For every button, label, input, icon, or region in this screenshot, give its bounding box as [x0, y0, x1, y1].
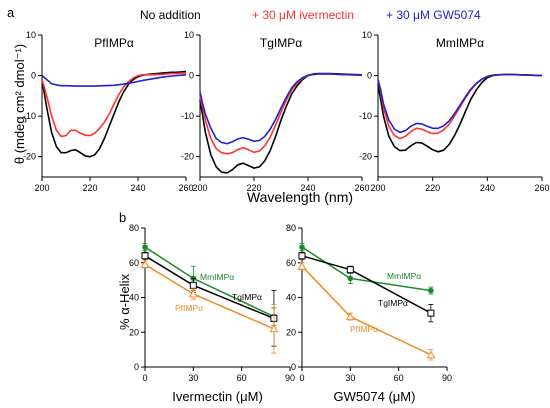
- x-tick-label: 60: [394, 373, 404, 383]
- x-tick-label: 30: [345, 373, 355, 383]
- y-tick-label: -20: [23, 152, 36, 162]
- series-line-30-m-gw5074: [377, 73, 543, 134]
- y-tick-label: 40: [286, 293, 296, 303]
- series-label-pfimp: PfIMPα: [175, 303, 203, 313]
- legend-gw5074: + 30 μM GW5074: [386, 8, 481, 22]
- y-tick-label: 20: [286, 327, 296, 337]
- data-point: [297, 261, 307, 270]
- data-point: [189, 281, 197, 289]
- chart-title: PfIMPα: [94, 36, 134, 50]
- x-tick-label: 90: [285, 373, 295, 383]
- y-tick-label: 20: [129, 327, 139, 337]
- x-tick-label: 240: [300, 183, 315, 193]
- y-tick-label: 40: [129, 293, 139, 303]
- panel-b-label: b: [119, 210, 126, 225]
- y-tick-label: -20: [181, 152, 194, 162]
- y-tick-label: 80: [129, 223, 139, 233]
- series-line-30-m-gw5074: [41, 74, 187, 87]
- y-tick-label: 0: [134, 362, 139, 372]
- x-tick-label: 240: [130, 183, 145, 193]
- x-tick-label: 30: [188, 373, 198, 383]
- y-tick-label: 10: [362, 30, 372, 40]
- legend-no-addition: No addition: [140, 8, 201, 22]
- series-label-pfimp: PfIMPα: [350, 324, 378, 334]
- y-tick-label: 0: [291, 362, 296, 372]
- x-axis-title: GW5074 (μM): [334, 389, 416, 404]
- x-tick-label: 90: [442, 373, 452, 383]
- x-tick-label: 0: [142, 373, 147, 383]
- y-tick-label: 60: [129, 258, 139, 268]
- cd-spectrum-pfimpa: 200 220 240 260 10 0 -10 -20 PfIMPα: [23, 30, 194, 193]
- x-tick-label: 60: [237, 373, 247, 383]
- series-label-tgimp: TgIMPα: [232, 292, 262, 302]
- series-line-tgimp: [144, 255, 275, 320]
- series-line-tgimp: [301, 255, 432, 314]
- x-tick-label: 220: [246, 183, 261, 193]
- y-tick-label: 10: [26, 30, 36, 40]
- data-point: [428, 287, 434, 294]
- series-label-mmimp: MmIMPα: [200, 272, 234, 282]
- series-line-no-addition: [377, 73, 543, 153]
- x-tick-label: 260: [178, 183, 193, 193]
- data-point: [426, 350, 436, 359]
- data-point: [427, 309, 435, 317]
- series-line-no-addition: [199, 72, 363, 174]
- y-tick-label: 60: [286, 258, 296, 268]
- y-tick-label: 80: [286, 223, 296, 233]
- series-line-no-addition: [41, 70, 187, 158]
- y-tick-label: -10: [181, 111, 194, 121]
- chart-title: TgIMPα: [260, 36, 302, 50]
- panel-b-y-axis-title: % α-Helix: [117, 274, 132, 330]
- legend-ivermectin: + 30 μM ivermectin: [252, 8, 354, 22]
- data-point: [347, 275, 354, 282]
- series-line-30-m-ivermectin: [41, 72, 186, 138]
- y-tick-label: 10: [184, 30, 194, 40]
- data-point: [346, 266, 354, 274]
- series-label-mmimp: MmIMPα: [387, 271, 421, 281]
- series-line-30-m-gw5074: [199, 73, 363, 145]
- data-point: [299, 244, 305, 250]
- x-tick-label: 260: [354, 183, 369, 193]
- cd-spectrum-tgimpa: 200 220 240 260 10 0 -10 -20 TgIMPα: [181, 30, 370, 193]
- data-point: [345, 312, 355, 321]
- x-tick-label: 220: [82, 183, 97, 193]
- x-axis-title: Ivermectin (μM): [172, 389, 263, 404]
- x-tick-label: 200: [34, 183, 49, 193]
- x-tick-label: 200: [370, 183, 385, 193]
- series-line-30-m-ivermectin: [199, 73, 363, 155]
- y-tick-label: -10: [23, 111, 36, 121]
- data-point: [140, 259, 150, 268]
- y-tick-label: 0: [31, 71, 36, 81]
- y-tick-label: 0: [367, 71, 372, 81]
- panel-a-label: a: [7, 5, 15, 20]
- y-tick-label: -20: [359, 152, 372, 162]
- x-tick-label: 200: [192, 183, 207, 193]
- data-point: [141, 252, 149, 260]
- y-tick-label: -10: [359, 111, 372, 121]
- x-tick-label: 260: [534, 183, 549, 193]
- panel-a-x-axis-title: Wavelength (nm): [247, 189, 353, 205]
- data-point: [188, 289, 198, 298]
- data-point: [142, 244, 148, 250]
- y-tick-label: 0: [189, 71, 194, 81]
- x-tick-label: 220: [425, 183, 440, 193]
- series-line-mmimp: [301, 246, 432, 292]
- series-label-tgimp: TgIMPα: [378, 298, 408, 308]
- cd-spectrum-mmimpa: 200 220 240 260 10 0 -10 -20 MmIMPα: [359, 30, 550, 193]
- data-point: [298, 252, 306, 260]
- x-tick-label: 0: [299, 373, 304, 383]
- panel-a-y-axis-title: θ (mdeg cm² dmol⁻¹): [12, 44, 27, 164]
- x-tick-label: 240: [480, 183, 495, 193]
- data-point: [269, 324, 279, 333]
- chart-title: MmIMPα: [436, 36, 484, 50]
